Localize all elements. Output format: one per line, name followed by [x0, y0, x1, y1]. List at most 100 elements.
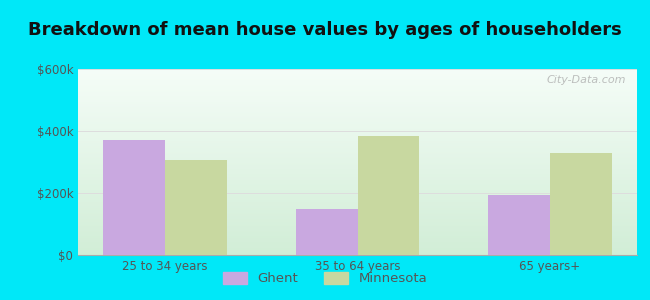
Bar: [78, 160, 637, 161]
Bar: [78, 247, 637, 248]
Bar: [78, 113, 637, 114]
Bar: [78, 106, 637, 107]
Bar: [78, 135, 637, 136]
Bar: [78, 80, 637, 81]
Bar: [78, 193, 637, 194]
Bar: [78, 127, 637, 128]
Bar: [78, 88, 637, 89]
Bar: [78, 158, 637, 159]
Bar: [78, 164, 637, 165]
Bar: [78, 242, 637, 243]
Bar: [78, 198, 637, 199]
Bar: [78, 159, 637, 160]
Bar: [296, 208, 358, 255]
Bar: [78, 208, 637, 209]
Bar: [78, 212, 637, 213]
Bar: [78, 77, 637, 78]
Bar: [78, 97, 637, 98]
Bar: [78, 137, 637, 138]
Bar: [78, 227, 637, 228]
Bar: [78, 220, 637, 221]
Bar: [78, 93, 637, 94]
Bar: [78, 240, 637, 241]
Bar: [78, 230, 637, 231]
Bar: [78, 148, 637, 149]
Bar: [78, 128, 637, 129]
Bar: [78, 110, 637, 111]
Bar: [78, 251, 637, 252]
Bar: [78, 133, 637, 134]
Bar: [78, 236, 637, 237]
Bar: [78, 215, 637, 216]
Bar: [488, 194, 550, 255]
Bar: [78, 203, 637, 204]
Bar: [78, 116, 637, 117]
Bar: [78, 229, 637, 230]
Bar: [78, 207, 637, 208]
Bar: [78, 72, 637, 73]
Bar: [78, 162, 637, 163]
Bar: [78, 147, 637, 148]
Bar: [78, 84, 637, 85]
Bar: [103, 140, 165, 255]
Bar: [78, 168, 637, 169]
Bar: [78, 118, 637, 119]
Bar: [78, 114, 637, 115]
Bar: [78, 115, 637, 116]
Bar: [78, 239, 637, 240]
Bar: [358, 136, 419, 255]
Bar: [78, 79, 637, 80]
Bar: [78, 244, 637, 245]
Bar: [78, 151, 637, 152]
Bar: [78, 132, 637, 133]
Bar: [78, 202, 637, 203]
Bar: [78, 190, 637, 191]
Bar: [78, 89, 637, 90]
Bar: [78, 186, 637, 187]
Bar: [78, 189, 637, 190]
Bar: [78, 155, 637, 156]
Bar: [78, 209, 637, 210]
Bar: [78, 169, 637, 170]
Bar: [78, 217, 637, 218]
Bar: [78, 125, 637, 126]
Text: Breakdown of mean house values by ages of householders: Breakdown of mean house values by ages o…: [28, 21, 622, 39]
Bar: [550, 153, 612, 255]
Bar: [78, 86, 637, 87]
Bar: [78, 152, 637, 153]
Bar: [165, 160, 227, 255]
Bar: [78, 82, 637, 83]
Bar: [78, 243, 637, 244]
Bar: [78, 246, 637, 247]
Bar: [78, 188, 637, 189]
Bar: [78, 200, 637, 201]
Bar: [78, 96, 637, 97]
Bar: [78, 87, 637, 88]
Legend: Ghent, Minnesota: Ghent, Minnesota: [218, 266, 432, 290]
Bar: [78, 70, 637, 71]
Bar: [78, 197, 637, 198]
Bar: [78, 119, 637, 120]
Bar: [78, 121, 637, 122]
Bar: [78, 85, 637, 86]
Bar: [78, 211, 637, 212]
Bar: [78, 69, 637, 70]
Bar: [78, 232, 637, 233]
Bar: [78, 138, 637, 139]
Bar: [78, 233, 637, 234]
Bar: [78, 249, 637, 250]
Bar: [78, 241, 637, 242]
Bar: [78, 122, 637, 123]
Bar: [78, 206, 637, 207]
Bar: [78, 101, 637, 103]
Bar: [78, 141, 637, 142]
Bar: [78, 144, 637, 145]
Bar: [78, 75, 637, 76]
Bar: [78, 107, 637, 108]
Bar: [78, 213, 637, 214]
Bar: [78, 201, 637, 202]
Bar: [78, 120, 637, 121]
Bar: [78, 90, 637, 91]
Bar: [78, 219, 637, 220]
Bar: [78, 100, 637, 101]
